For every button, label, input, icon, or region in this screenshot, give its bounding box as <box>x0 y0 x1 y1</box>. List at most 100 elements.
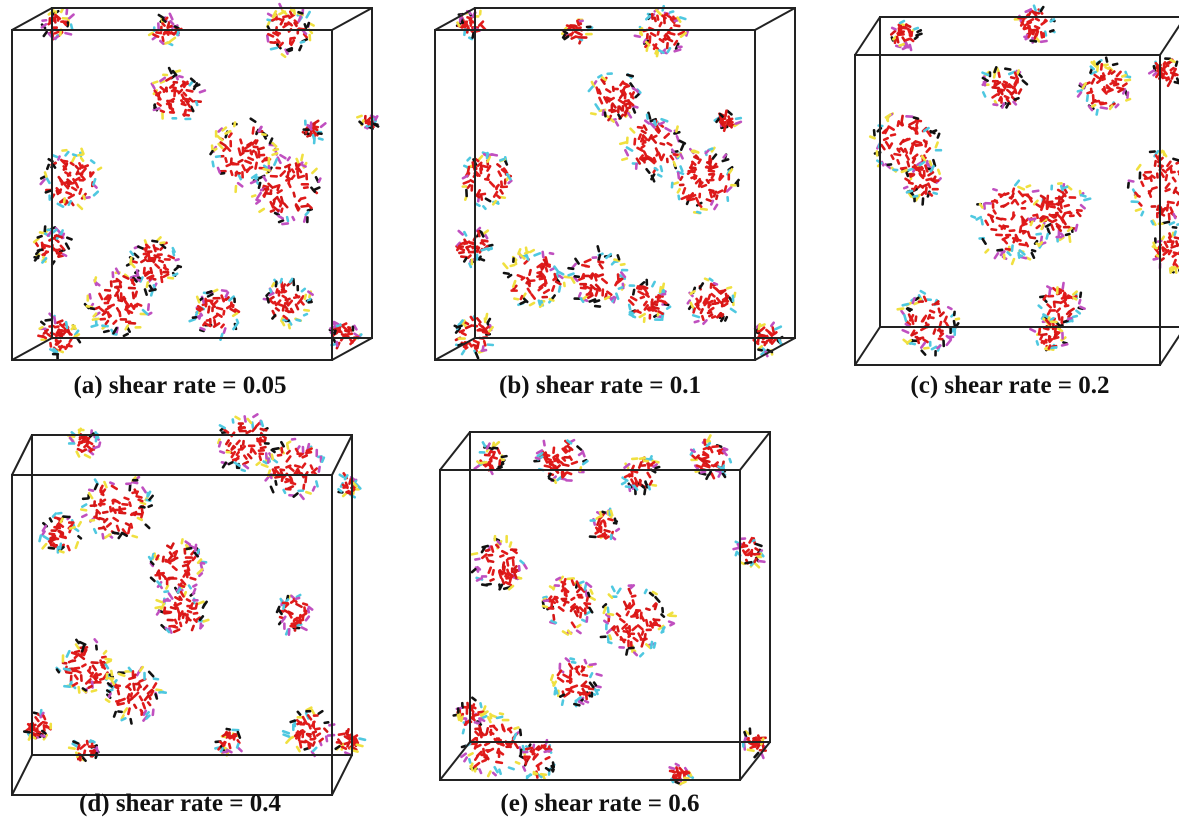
bead-chain <box>270 293 274 295</box>
bead-chain <box>915 28 918 29</box>
bead-chain <box>585 260 590 262</box>
bead-chain <box>94 314 96 317</box>
bead-chain <box>902 311 904 314</box>
bead-chain <box>73 154 76 155</box>
bead-chain <box>681 154 683 158</box>
bead-chain <box>1076 311 1079 314</box>
bead-chain <box>114 518 118 521</box>
bead-chain <box>500 570 502 573</box>
bead-chain <box>76 640 78 643</box>
bead-chain <box>291 721 295 722</box>
bead-chain <box>79 429 81 433</box>
bead-chain <box>191 107 193 111</box>
bead-chain <box>712 294 715 296</box>
bead-chain <box>1088 92 1092 94</box>
bead-chain <box>478 567 480 569</box>
bead-chain <box>607 292 611 295</box>
bead-chain <box>715 301 716 304</box>
bead-chain <box>579 702 583 704</box>
bead-chain <box>44 252 46 255</box>
bead-chain <box>915 37 917 39</box>
bead-chain <box>509 181 512 183</box>
bead-chain <box>489 448 493 449</box>
bead-chain <box>639 463 641 468</box>
bead-chain <box>41 322 44 324</box>
bead-chain <box>1079 300 1080 303</box>
bead-chain <box>1051 19 1054 21</box>
bead-chain <box>635 36 640 37</box>
bead-chain <box>1037 341 1038 344</box>
bead-chain <box>153 710 154 715</box>
bead-chain <box>674 162 675 166</box>
bead-chain <box>544 455 549 456</box>
bead-chain <box>306 212 308 215</box>
bead-chain <box>650 456 651 459</box>
bead-chain <box>605 297 609 299</box>
bead-chain <box>1063 283 1064 288</box>
bead-chain <box>639 135 641 139</box>
bead-chain <box>633 627 637 630</box>
bead-chain <box>604 607 606 612</box>
bead-chain <box>617 614 620 616</box>
bead-chain <box>650 593 653 595</box>
bead-chain <box>502 551 507 554</box>
bead-chain <box>164 31 166 33</box>
bead-chain <box>1041 32 1042 37</box>
bead-chain <box>38 250 42 251</box>
bead-chain <box>905 149 907 153</box>
bead-chain <box>195 545 196 551</box>
bead-chain <box>82 646 84 651</box>
bead-chain <box>641 155 643 158</box>
bead-chain <box>290 279 292 282</box>
bead-chain <box>1015 98 1019 99</box>
bead-chain <box>45 173 46 177</box>
bead-chain <box>916 125 917 128</box>
bead-chain <box>289 166 290 172</box>
bead-chain <box>197 309 200 311</box>
bead-chain <box>476 204 479 206</box>
bead-chain <box>1053 288 1055 290</box>
bead-chain <box>575 32 579 34</box>
bead-chain <box>180 597 182 600</box>
bead-chain <box>906 324 909 326</box>
bead-chain <box>69 195 74 198</box>
bead-chain <box>229 462 233 464</box>
bead-chain <box>290 476 292 479</box>
bead-chain <box>1014 88 1016 93</box>
bead-chain <box>281 171 285 175</box>
bead-chain <box>898 309 903 310</box>
bead-chain <box>497 195 500 197</box>
bead-chain <box>302 165 305 166</box>
bead-chain <box>496 762 501 763</box>
bead-chain <box>670 12 673 13</box>
bead-chain <box>670 767 675 768</box>
bead-chain <box>572 598 575 600</box>
bead-chain <box>294 494 298 497</box>
bead-chain <box>301 613 306 616</box>
bead-chain <box>591 113 595 114</box>
bead-chain <box>1055 302 1060 303</box>
bead-chain <box>282 223 287 224</box>
bead-chain <box>313 742 314 745</box>
bead-chain <box>702 185 706 187</box>
bead-chain <box>711 448 713 452</box>
bead-chain <box>220 425 225 428</box>
bead-chain <box>469 759 470 762</box>
bead-chain <box>154 245 156 251</box>
bead-chain <box>924 340 928 342</box>
bead-chain <box>710 279 713 281</box>
bead-chain <box>1145 178 1149 179</box>
bead-chain <box>579 582 584 584</box>
bead-chain <box>272 283 274 286</box>
bead-chain <box>291 41 293 45</box>
bead-chain <box>1166 189 1170 190</box>
bead-chain <box>291 38 295 39</box>
bead-chain <box>313 121 318 124</box>
bead-chain <box>748 750 754 751</box>
bead-chain <box>293 217 294 220</box>
bead-chain <box>161 270 162 274</box>
bead-chain <box>618 115 620 119</box>
bead-chain <box>1169 237 1170 240</box>
bead-chain <box>160 573 164 574</box>
bead-chain <box>485 234 487 238</box>
